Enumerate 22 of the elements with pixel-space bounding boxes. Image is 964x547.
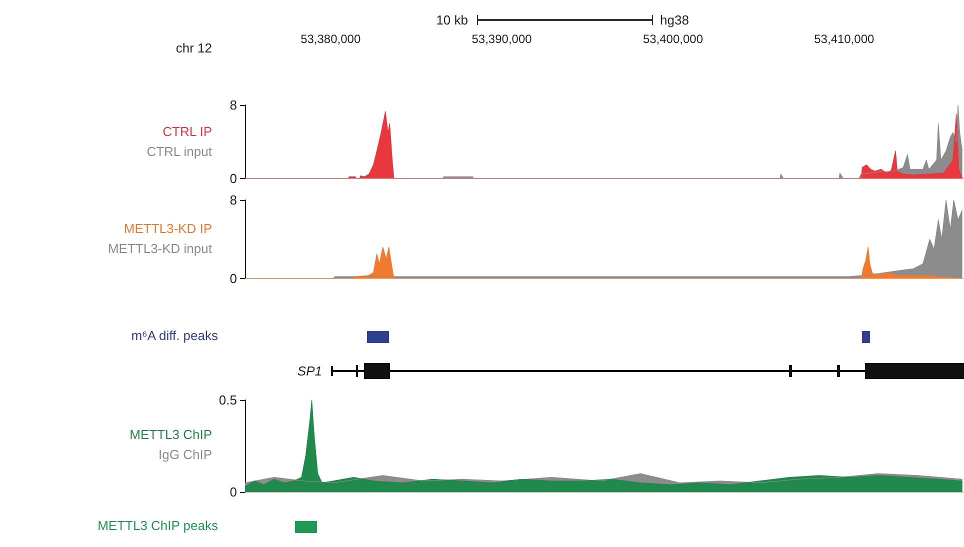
text: CTRL IP [162,124,212,139]
text: SP1 [297,364,322,378]
text: m⁶A diff. peaks [131,328,218,343]
x-tick-label: 53,400,000 [642,32,704,46]
y-tick-label: 8 [230,98,237,112]
y-tick-label: 0 [230,484,237,500]
x-tick-label: 53,380,000 [300,32,361,46]
text: METTL3-KD IP [124,221,212,236]
y-tick-label: 8 [230,192,237,208]
text: METTL3-KD input [108,241,212,256]
y-tick-label: 0.5 [218,392,237,408]
text: CTRL input [146,144,212,159]
x-tick-label: 53,410,000 [814,32,875,46]
text: METTL3 ChIP peaks [98,518,218,533]
y-tick-label: 0 [230,271,237,286]
text: hg38 [660,12,689,28]
text: chr 12 [176,40,212,56]
text: IgG ChIP [158,447,212,462]
y-tick-label: 0 [230,171,237,186]
x-tick-label: 53,390,000 [472,32,532,46]
text: METTL3 ChIP [130,427,212,442]
text: 10 kb [436,12,468,28]
